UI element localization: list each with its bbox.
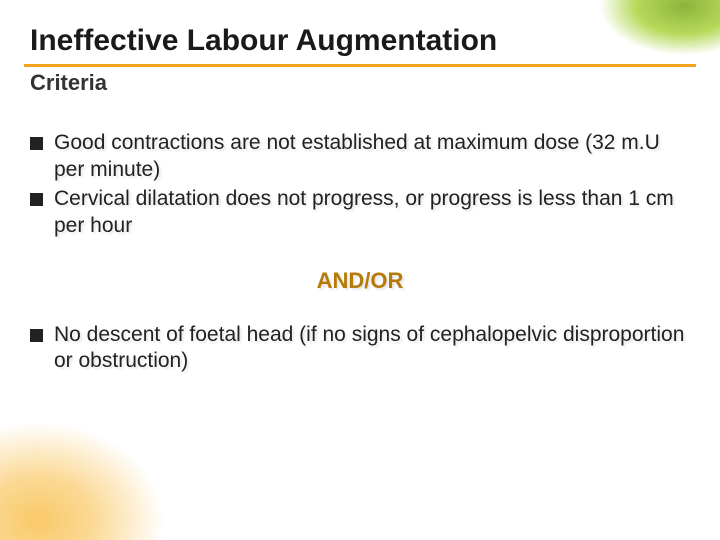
slide-title: Ineffective Labour Augmentation xyxy=(30,24,497,58)
bullet-item: No descent of foetal head (if no signs o… xyxy=(30,322,690,376)
bullet-item: Good contractions are not established at… xyxy=(30,130,690,184)
bullet-list-bottom: No descent of foetal head (if no signs o… xyxy=(30,322,690,376)
bullet-item: Cervical dilatation does not progress, o… xyxy=(30,186,690,240)
slide-subtitle: Criteria xyxy=(30,70,107,96)
separator-label: AND/OR xyxy=(30,268,690,294)
slide-container: Ineffective Labour Augmentation Criteria… xyxy=(0,0,720,540)
title-underline xyxy=(24,64,696,67)
bullet-list-top: Good contractions are not established at… xyxy=(30,130,690,240)
slide-content: Good contractions are not established at… xyxy=(30,130,690,377)
